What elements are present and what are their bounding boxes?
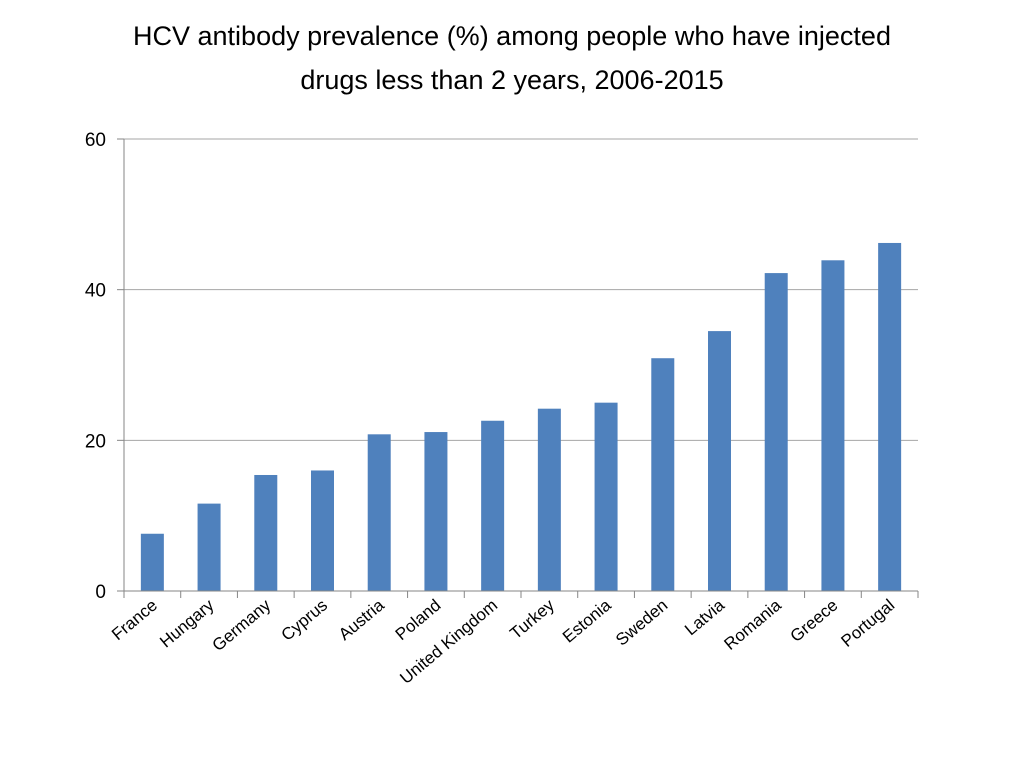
chart-title: HCV antibody prevalence (%) among people… — [40, 14, 984, 102]
y-tick-label: 40 — [85, 281, 106, 302]
x-category-label: Greece — [787, 596, 842, 646]
bar-united-kingdom — [481, 420, 505, 591]
bar-germany — [254, 474, 278, 591]
bar-france — [140, 533, 164, 591]
bar-romania — [764, 273, 788, 591]
x-category-label: Latvia — [681, 595, 728, 639]
bar-portugal — [878, 242, 902, 591]
x-category-label: Turkey — [506, 595, 558, 643]
x-category-label: Estonia — [559, 595, 615, 646]
x-category-label: Poland — [392, 596, 445, 645]
bar-hungary — [197, 503, 221, 591]
y-tick-label: 20 — [85, 431, 106, 452]
x-category-label: France — [108, 596, 161, 645]
bar-latvia — [708, 331, 731, 591]
bar-estonia — [594, 402, 618, 591]
x-category-label: Romania — [720, 595, 785, 654]
x-category-label: United Kingdom — [396, 596, 501, 688]
x-category-label: Hungary — [156, 595, 218, 651]
x-category-label: Portugal — [837, 596, 898, 651]
x-category-label: Cyprus — [278, 596, 331, 645]
x-category-label: Germany — [209, 595, 275, 655]
axes — [117, 138, 919, 598]
x-category-label: Austria — [335, 595, 388, 644]
gridlines — [124, 138, 918, 441]
bar-turkey — [537, 408, 561, 591]
y-tick-label: 0 — [95, 582, 106, 603]
bars — [140, 242, 902, 591]
bar-greece — [821, 260, 845, 591]
bar-cyprus — [311, 470, 334, 591]
bar-sweden — [651, 358, 675, 591]
bar-poland — [424, 432, 448, 591]
bar-austria — [367, 434, 391, 591]
chart-title-line-2: drugs less than 2 years, 2006-2015 — [300, 65, 724, 95]
chart-title-line-1: HCV antibody prevalence (%) among people… — [133, 21, 891, 51]
x-category-label: Sweden — [612, 596, 671, 650]
y-tick-label: 60 — [85, 130, 106, 151]
